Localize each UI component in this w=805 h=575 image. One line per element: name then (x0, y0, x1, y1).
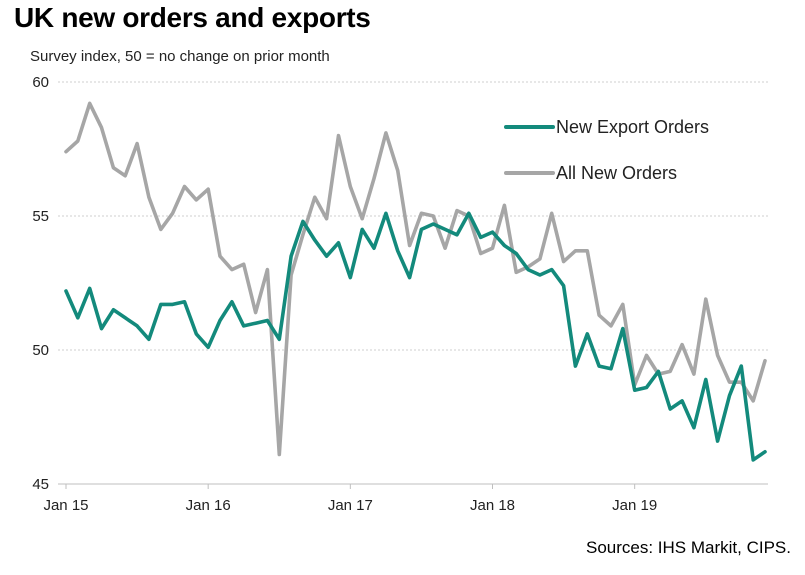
series-line-new-export-orders (64, 211, 767, 462)
legend: New Export Orders All New Orders (504, 117, 709, 183)
x-tick-label: Jan 17 (328, 497, 373, 514)
chart-title: UK new orders and exports (14, 2, 371, 33)
legend-label: New Export Orders (556, 117, 709, 137)
y-tick-label: 45 (32, 476, 49, 493)
series-line-all-new-orders (64, 101, 767, 457)
x-tick-label: Jan 19 (612, 497, 657, 514)
series-lines (64, 101, 767, 462)
x-tick-label: Jan 15 (43, 497, 88, 514)
source-note: Sources: IHS Markit, CIPS. (586, 538, 791, 557)
y-tick-label: 60 (32, 74, 49, 91)
y-tick-label: 50 (32, 342, 49, 359)
axes: 45 50 55 60 Jan 15 Jan 16 Jan 17 Jan 18 Jan 19 (32, 74, 768, 514)
x-tick-label: Jan 16 (186, 497, 231, 514)
chart-subtitle: Survey index, 50 = no change on prior mo… (30, 48, 330, 65)
legend-label: All New Orders (556, 163, 677, 183)
y-tick-label: 55 (32, 208, 49, 225)
x-tick-label: Jan 18 (470, 497, 515, 514)
